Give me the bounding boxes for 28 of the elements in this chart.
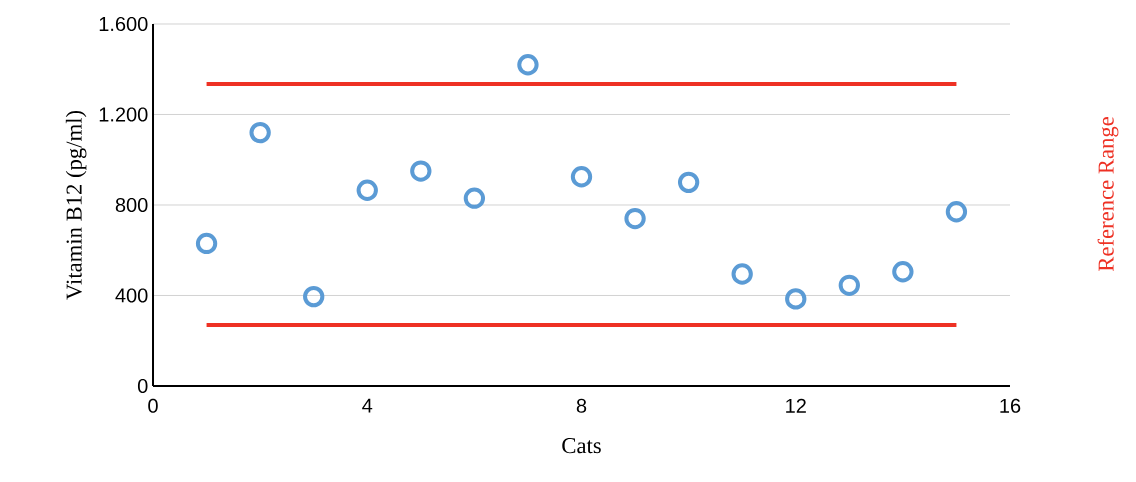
y-tick-label: 800	[115, 197, 148, 213]
x-tick-label: 12	[786, 398, 806, 413]
y-axis-title: Vitamin B12 (pg/ml)	[65, 110, 87, 300]
point	[517, 54, 539, 76]
y-tick-label: 1.200	[99, 107, 148, 122]
point	[731, 263, 753, 285]
point	[249, 121, 271, 144]
point	[303, 285, 325, 308]
text: Reference Range	[1097, 117, 1119, 272]
x-tick-label: 0	[148, 398, 158, 413]
point	[356, 179, 378, 201]
point	[945, 201, 968, 223]
point	[892, 261, 914, 283]
y-tick-label: 1.600	[99, 16, 148, 32]
point	[463, 187, 486, 209]
y-tick-label: 400	[115, 288, 148, 303]
point	[785, 288, 807, 310]
point	[570, 166, 593, 188]
x-tick-label: 4	[362, 398, 373, 413]
point	[624, 207, 646, 230]
y-tick-label: 0	[137, 378, 148, 394]
point	[410, 160, 432, 182]
point	[677, 171, 700, 194]
point	[838, 274, 860, 296]
x-tick-label: 8	[576, 398, 587, 413]
x-axis-title: Cats	[562, 438, 601, 454]
point	[195, 232, 218, 255]
x-tick-label: 16	[1000, 398, 1021, 413]
